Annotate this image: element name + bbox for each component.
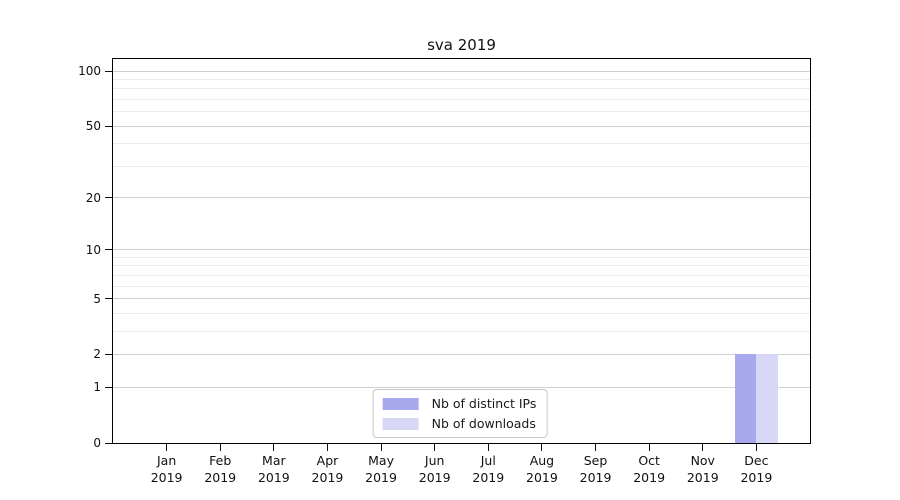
x-tick-label: Feb 2019	[204, 453, 237, 485]
gridline-minor	[113, 330, 810, 332]
y-tick-mark	[105, 353, 112, 355]
gridline-minor	[113, 88, 810, 90]
plot-area	[112, 58, 811, 444]
gridline-minor	[113, 78, 810, 80]
y-tick-label: 2	[93, 347, 101, 362]
legend-swatch	[382, 417, 419, 430]
gridline-minor	[113, 285, 810, 287]
x-tick-label: Aug 2019	[526, 453, 558, 485]
gridline-minor	[113, 98, 810, 100]
x-tick-mark	[326, 444, 328, 451]
y-tick-mark	[105, 70, 112, 72]
y-tick-label: 1	[93, 380, 101, 395]
y-tick-label: 10	[85, 242, 101, 257]
gridline-major	[113, 125, 810, 127]
y-tick-mark	[105, 249, 112, 251]
gridline-minor	[113, 312, 810, 314]
y-tick-label: 20	[85, 190, 101, 205]
x-tick-mark	[595, 444, 597, 451]
gridline-major	[113, 70, 810, 72]
gridline-major	[113, 353, 810, 355]
x-tick-label: Mar 2019	[257, 453, 290, 485]
gridline-minor	[113, 111, 810, 113]
x-tick-mark	[166, 444, 168, 451]
y-tick-mark	[105, 125, 112, 127]
x-tick-label: Dec 2019	[740, 453, 773, 485]
x-tick-label: May 2019	[365, 453, 397, 485]
legend-item: Nb of distinct IPs	[382, 396, 537, 411]
x-tick-mark	[219, 444, 221, 451]
bar-nb-of-distinct-ips	[734, 354, 757, 443]
x-tick-label: Nov 2019	[686, 453, 719, 485]
legend: Nb of distinct IPs Nb of downloads	[372, 389, 548, 438]
y-tick-label: 5	[93, 291, 101, 306]
chart-title: sva 2019	[427, 36, 496, 54]
x-tick-mark	[380, 444, 382, 451]
x-tick-mark	[487, 444, 489, 451]
gridline-minor	[113, 256, 810, 258]
gridline-minor	[113, 274, 810, 276]
legend-label: Nb of distinct IPs	[431, 396, 537, 411]
x-tick-mark	[434, 444, 436, 451]
x-tick-label: Jan 2019	[150, 453, 183, 485]
y-tick-mark	[105, 386, 112, 388]
x-tick-label: Oct 2019	[633, 453, 666, 485]
x-tick-mark	[541, 444, 543, 451]
y-tick-label: 100	[78, 64, 101, 78]
x-tick-label: Sep 2019	[579, 453, 612, 485]
y-tick-label: 0	[93, 436, 101, 450]
legend-swatch	[382, 397, 419, 410]
y-tick-mark	[105, 197, 112, 199]
legend-label: Nb of downloads	[431, 416, 536, 431]
gridline-major	[113, 249, 810, 251]
gridline-major	[113, 197, 810, 199]
y-tick-mark	[105, 298, 112, 300]
x-tick-label: Jul 2019	[472, 453, 505, 485]
gridline-minor	[113, 143, 810, 145]
x-tick-mark	[273, 444, 275, 451]
y-tick-label: 50	[85, 119, 101, 134]
gridline-minor	[113, 165, 810, 167]
x-tick-mark	[702, 444, 704, 451]
gridline-minor	[113, 265, 810, 267]
gridline-major	[113, 386, 810, 388]
x-tick-mark	[648, 444, 650, 451]
legend-item: Nb of downloads	[382, 416, 537, 431]
x-tick-label: Apr 2019	[311, 453, 344, 485]
bar-nb-of-downloads	[756, 354, 778, 443]
y-tick-mark	[105, 442, 112, 444]
x-tick-mark	[755, 444, 757, 451]
gridline-major	[113, 298, 810, 300]
x-tick-label: Jun 2019	[418, 453, 451, 485]
